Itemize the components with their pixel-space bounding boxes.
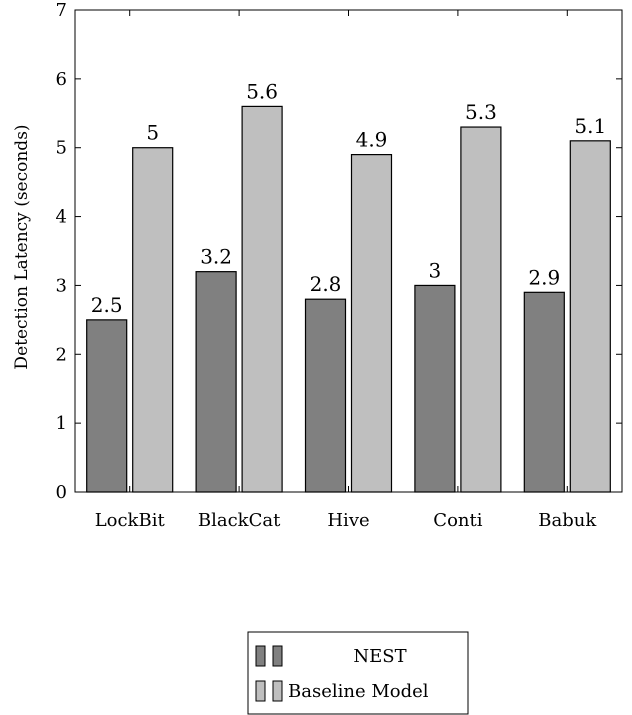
y-tick-label: 3	[56, 275, 67, 296]
legend-box	[247, 631, 469, 715]
legend-label: NEST	[353, 646, 406, 667]
bar-nest	[195, 271, 237, 493]
bar-baseline-model	[241, 105, 283, 493]
y-tick-label: 6	[56, 69, 67, 90]
x-category-label: BlackCat	[198, 510, 281, 531]
bar-value-label: 5.3	[465, 100, 497, 124]
y-tick-label: 0	[56, 482, 67, 503]
bar-value-label: 5.1	[574, 114, 606, 138]
legend-swatch	[255, 680, 266, 702]
legend-swatch	[272, 680, 283, 702]
bar-value-label: 3.2	[200, 245, 232, 269]
y-axis-label: Detection Latency (seconds)	[12, 124, 32, 369]
plot-area: 0 1 2 3 4 5 6 7 LockBit 2.5 5 BlackCat 3.2 5.6 Hive 2.8…	[56, 0, 623, 531]
x-category-label: Conti	[433, 510, 482, 531]
legend-label: Baseline Model	[288, 681, 429, 702]
x-category-label: Hive	[327, 510, 369, 531]
y-tick-label: 5	[56, 138, 67, 159]
bar-value-label: 3	[429, 258, 442, 282]
x-category-label: Babuk	[538, 510, 597, 531]
bar-baseline-model	[350, 154, 393, 493]
y-tick-label: 1	[56, 413, 67, 434]
y-tick-label: 2	[56, 344, 67, 365]
bar-nest	[86, 319, 128, 493]
bar-value-label: 5.6	[246, 79, 278, 103]
bar-nest	[304, 298, 347, 493]
legend-swatch	[272, 645, 283, 667]
bar-value-label: 2.8	[310, 272, 342, 296]
bar-nest	[414, 284, 456, 493]
bar-value-label: 5	[146, 121, 159, 145]
y-tick-label: 4	[56, 207, 67, 228]
y-tick-label: 7	[56, 0, 67, 21]
bar-value-label: 2.9	[528, 265, 560, 289]
bar-nest	[523, 291, 565, 493]
bar-baseline-model	[460, 126, 502, 493]
bar-baseline-model	[132, 147, 174, 493]
bar-value-label: 2.5	[91, 293, 123, 317]
bar-baseline-model	[569, 140, 611, 493]
x-category-label: LockBit	[95, 510, 166, 531]
legend: NEST Baseline Model	[247, 631, 469, 715]
legend-swatch	[255, 645, 266, 667]
bar-value-label: 4.9	[356, 128, 388, 152]
